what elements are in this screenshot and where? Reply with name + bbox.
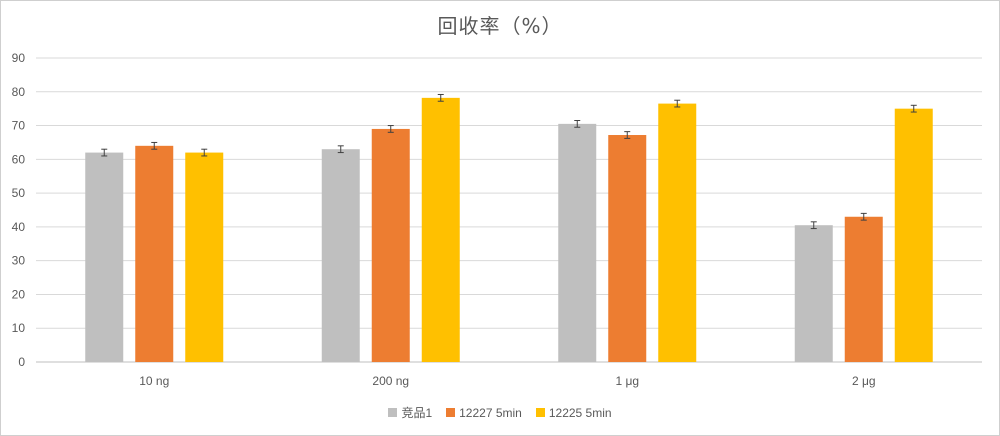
legend-item: 12225 5min: [535, 404, 612, 421]
x-category-label: 2 μg: [852, 374, 876, 388]
bar: [844, 216, 883, 362]
bar: [85, 152, 124, 362]
y-tick-label: 60: [12, 152, 26, 166]
bar: [321, 149, 360, 362]
y-tick-label: 30: [12, 254, 26, 268]
legend-label: 12227 5min: [459, 405, 522, 420]
legend-swatch: [535, 408, 545, 417]
legend-swatch: [388, 408, 398, 417]
bars: [85, 97, 933, 363]
bar: [794, 225, 833, 362]
y-axis-ticks: 0 10 20 30 40 50 60 70 80 90: [12, 51, 26, 369]
legend-label: 12225 5min: [548, 405, 612, 420]
y-tick-label: 20: [12, 287, 26, 301]
chart-title: 回收率（%）: [437, 14, 563, 38]
legend-label: 竞品1: [401, 406, 433, 420]
gridlines: [36, 57, 982, 363]
x-axis-categories: 10 ng 200 ng 1 μg 2 μg: [139, 374, 875, 388]
x-category-label: 1 μg: [615, 374, 639, 388]
bar: [558, 123, 597, 362]
bar: [894, 108, 933, 363]
y-tick-label: 10: [12, 321, 26, 335]
y-tick-label: 50: [12, 186, 26, 200]
bar: [658, 103, 697, 362]
x-category-label: 10 ng: [139, 374, 169, 388]
error-bars: [101, 93, 917, 230]
bar: [371, 128, 410, 362]
legend-swatch: [446, 408, 456, 417]
bar: [135, 145, 174, 362]
x-category-label: 200 ng: [372, 374, 409, 388]
legend-item: 竞品1: [388, 404, 432, 421]
y-tick-label: 70: [12, 119, 26, 133]
bar: [421, 97, 460, 362]
legend: 竞品1 12227 5min 12225 5min: [0, 404, 1000, 421]
bar: [185, 152, 224, 362]
y-tick-label: 0: [18, 355, 25, 369]
legend-item: 12227 5min: [446, 404, 522, 421]
y-tick-label: 90: [12, 51, 26, 65]
bar: [608, 135, 647, 362]
y-tick-label: 40: [12, 220, 26, 234]
y-tick-label: 80: [12, 85, 26, 99]
